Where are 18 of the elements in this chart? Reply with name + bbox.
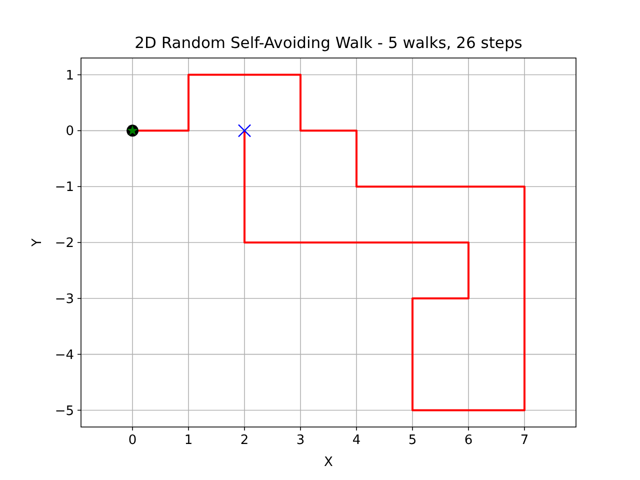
chart-title: 2D Random Self-Avoiding Walk - 5 walks, 26 steps: [134, 34, 522, 52]
x-axis-title: X: [324, 455, 334, 470]
x-tick-label: 1: [184, 433, 193, 448]
y-tick-label: −3: [54, 292, 74, 307]
y-tick-label: 0: [66, 124, 74, 140]
x-tick-label: 0: [128, 433, 137, 448]
x-tick-label: 5: [408, 433, 417, 448]
y-axis-title: Y: [30, 238, 45, 248]
x-tick-label: 2: [240, 433, 249, 448]
x-tick-label: 7: [520, 433, 529, 448]
x-tick-label: 6: [464, 433, 473, 448]
x-tick-label: 3: [296, 433, 305, 448]
y-tick-label: −1: [54, 180, 74, 196]
y-tick-label: −2: [54, 236, 74, 252]
x-tick-label: 4: [352, 433, 361, 448]
y-tick-label: −4: [54, 348, 74, 363]
y-tick-label: 1: [66, 68, 74, 84]
y-tick-label: −5: [54, 404, 74, 419]
